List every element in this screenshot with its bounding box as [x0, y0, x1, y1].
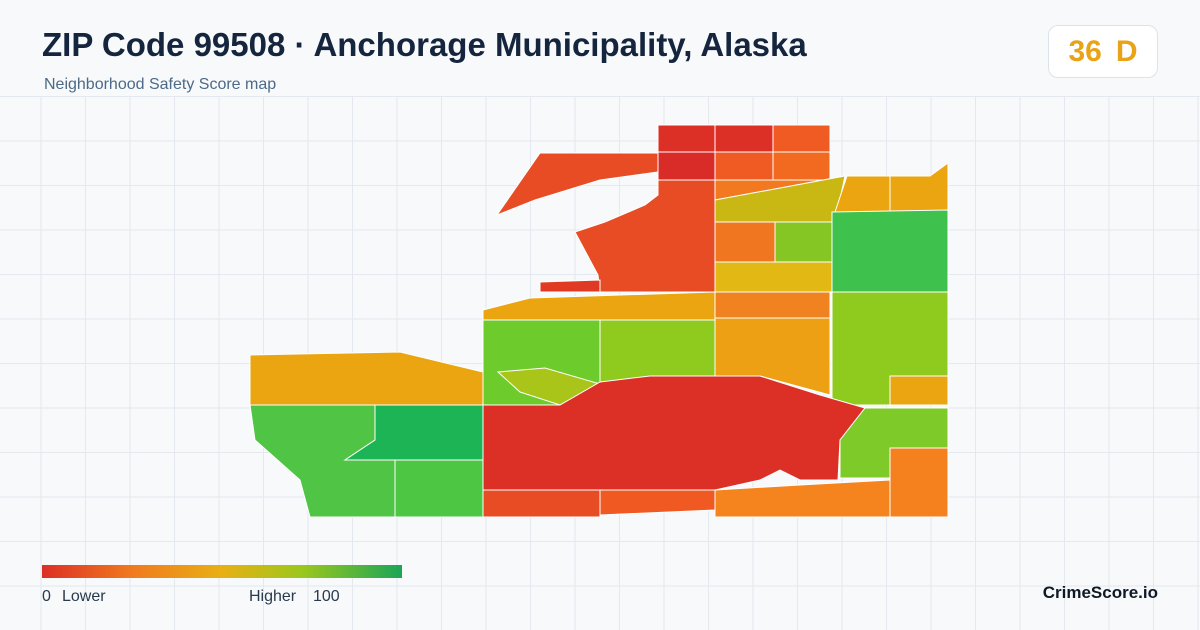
area — [714, 151, 774, 181]
area — [889, 447, 949, 518]
title: ZIP Code 99508 · Anchorage Municipality,… — [42, 26, 807, 63]
area — [714, 221, 776, 263]
area — [574, 179, 716, 293]
area — [599, 489, 716, 516]
area — [772, 151, 831, 181]
neighborhoods — [249, 124, 949, 518]
area — [657, 124, 716, 153]
area — [482, 291, 716, 321]
area — [714, 479, 891, 518]
area — [839, 407, 949, 479]
area — [714, 291, 831, 319]
area — [394, 459, 484, 518]
legend-min-label: Lower — [62, 588, 106, 605]
legend-gradient — [42, 565, 402, 578]
area — [539, 279, 601, 293]
subtitle: Neighborhood Safety Score map — [44, 76, 277, 93]
area — [657, 151, 716, 181]
legend-min: 0 — [42, 588, 51, 605]
score-badge: 36 D — [1048, 25, 1158, 78]
legend-max: 100 — [313, 588, 340, 605]
area — [714, 124, 774, 153]
area — [482, 489, 601, 518]
score-value: 36 — [1068, 34, 1102, 68]
area — [495, 152, 659, 217]
area — [831, 209, 949, 293]
area — [889, 162, 949, 213]
area — [249, 404, 396, 518]
area — [714, 261, 833, 293]
area — [249, 351, 484, 406]
score-grade: D — [1115, 34, 1138, 68]
area — [774, 221, 833, 263]
area — [889, 375, 949, 406]
area — [772, 124, 831, 153]
legend-max-label: Higher — [249, 588, 297, 605]
brand: CrimeScore.io — [1042, 583, 1158, 602]
